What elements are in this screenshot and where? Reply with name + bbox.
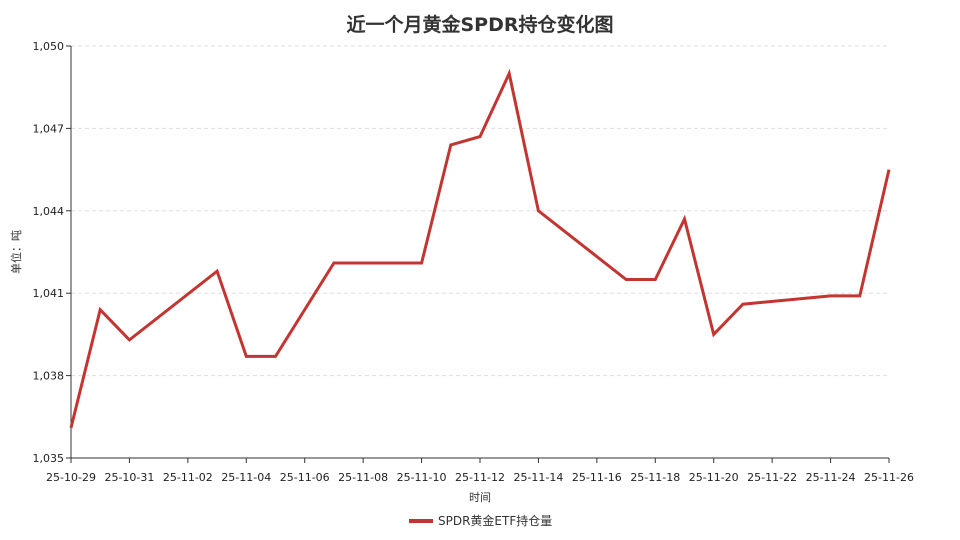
- x-tick-label: 25-11-26: [864, 471, 914, 484]
- y-tick-label: 1,050: [33, 40, 65, 53]
- x-tick-label: 25-11-08: [338, 471, 388, 484]
- data-point: [683, 217, 687, 221]
- data-point: [127, 338, 131, 342]
- data-point: [858, 294, 862, 298]
- x-tick-label: 25-11-20: [689, 471, 739, 484]
- legend-label: SPDR黄金ETF持仓量: [438, 513, 552, 528]
- data-point: [449, 143, 453, 147]
- x-tick-label: 25-11-06: [280, 471, 330, 484]
- y-tick-label: 1,047: [33, 122, 65, 135]
- data-point: [624, 277, 628, 281]
- y-tick-label: 1,038: [33, 370, 65, 383]
- x-tick-label: 25-11-22: [747, 471, 797, 484]
- x-tick-label: 25-11-24: [806, 471, 856, 484]
- y-axis-ticks: 1,035 1,038 1,041 1,044 1,047 1,050: [33, 40, 71, 465]
- data-point: [536, 209, 540, 213]
- data-point: [69, 426, 73, 430]
- data-point: [507, 71, 511, 75]
- x-tick-label: 25-11-14: [513, 471, 563, 484]
- y-axis-label: 单位：吨: [9, 230, 23, 274]
- series-line: [69, 68, 891, 429]
- data-point: [887, 168, 891, 172]
- grid-lines: [71, 45, 889, 377]
- data-point: [478, 135, 482, 139]
- data-point: [420, 261, 424, 265]
- data-point: [741, 302, 745, 306]
- legend[interactable]: SPDR黄金ETF持仓量: [409, 513, 552, 528]
- axes: [70, 46, 889, 459]
- x-tick-label: 25-11-02: [163, 471, 213, 484]
- y-tick-label: 1,035: [33, 452, 65, 465]
- x-axis-ticks: 25-10-29 25-10-31 25-11-02 25-11-04 25-11-06…: [46, 458, 914, 484]
- data-point: [653, 277, 657, 281]
- data-point: [712, 332, 716, 336]
- data-point: [244, 354, 248, 358]
- data-point: [98, 308, 102, 312]
- y-tick-label: 1,041: [33, 287, 65, 300]
- x-tick-label: 25-11-12: [455, 471, 505, 484]
- data-point: [215, 269, 219, 273]
- data-point: [274, 354, 278, 358]
- chart-title: 近一个月黄金SPDR持仓变化图: [346, 13, 613, 36]
- x-tick-label: 25-11-16: [572, 471, 622, 484]
- x-tick-label: 25-11-10: [397, 471, 447, 484]
- x-tick-label: 25-10-31: [104, 471, 154, 484]
- series-lines: [69, 68, 891, 430]
- x-tick-label: 25-10-29: [46, 471, 96, 484]
- y-tick-label: 1,044: [33, 205, 65, 218]
- x-tick-label: 25-11-04: [221, 471, 271, 484]
- data-point: [332, 261, 336, 265]
- data-point: [829, 294, 833, 298]
- x-tick-label: 25-11-18: [630, 471, 680, 484]
- x-axis-label: 时间: [469, 491, 491, 504]
